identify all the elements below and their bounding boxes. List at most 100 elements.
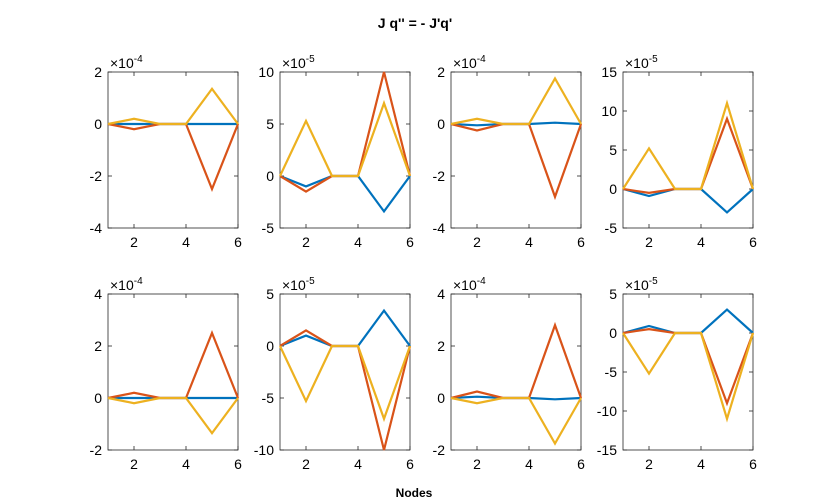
- x-tick-label: 2: [130, 456, 138, 472]
- series-line-series3: [279, 99, 412, 178]
- y-tick-label: 10: [258, 64, 274, 80]
- y-tick-label: 0: [94, 390, 102, 406]
- subplot-1-3: 2 4 6 -4 -2 0 2 ×10-4: [433, 54, 586, 250]
- series-line-series3: [450, 76, 582, 126]
- y-tick-label: 10: [601, 103, 617, 119]
- y-tick-label: -2: [90, 442, 103, 458]
- y-tick-label: -4: [90, 220, 103, 236]
- plot-area: [622, 71, 754, 229]
- plot-area: [107, 71, 239, 229]
- x-tick-label: 6: [577, 456, 585, 472]
- y-tick-label: 0: [609, 181, 617, 197]
- axis-exponent-label: ×10-5: [625, 276, 658, 293]
- exponent-base: ×10: [282, 55, 306, 71]
- exponent-power: -5: [306, 54, 315, 65]
- plot-area: [450, 71, 582, 229]
- y-tick-label: 5: [609, 142, 617, 158]
- y-tick-label: -10: [597, 403, 617, 419]
- y-tick-label: 0: [266, 338, 274, 354]
- x-tick-label: 2: [302, 234, 310, 250]
- y-tick-label: 4: [94, 286, 102, 302]
- axis-exponent-label: ×10-4: [453, 54, 486, 71]
- y-tick-label: 5: [609, 286, 617, 302]
- y-tick-label: -5: [262, 220, 275, 236]
- axis-exponent-label: ×10-5: [625, 54, 658, 71]
- plot-area: [279, 293, 411, 451]
- plot-area: [622, 293, 754, 451]
- y-tick-label: 2: [94, 64, 102, 80]
- series-line-series3: [450, 396, 582, 446]
- plot-area: [279, 71, 411, 229]
- series-line-series3: [107, 396, 239, 435]
- x-tick-label: 2: [645, 456, 653, 472]
- axis-exponent-label: ×10-4: [110, 54, 143, 71]
- x-tick-label: 4: [525, 456, 533, 472]
- axis-exponent-label: ×10-5: [282, 54, 315, 71]
- axis-exponent-label: ×10-4: [453, 276, 486, 293]
- x-tick-label: 4: [354, 234, 362, 250]
- exponent-base: ×10: [110, 55, 134, 71]
- series-line-series3: [622, 99, 755, 191]
- x-tick-label: 2: [473, 234, 481, 250]
- x-tick-label: 2: [302, 456, 310, 472]
- y-tick-label: 15: [601, 64, 617, 80]
- x-tick-label: 6: [749, 234, 757, 250]
- series-line-series3: [279, 344, 412, 423]
- x-tick-label: 6: [406, 234, 414, 250]
- x-tick-label: 4: [354, 456, 362, 472]
- y-tick-label: 4: [437, 286, 445, 302]
- exponent-power: -4: [477, 54, 486, 65]
- exponent-base: ×10: [625, 277, 649, 293]
- exponent-power: -4: [477, 276, 486, 287]
- y-tick-label: -15: [597, 442, 617, 458]
- exponent-power: -5: [649, 276, 658, 287]
- plot-area: [107, 293, 239, 451]
- y-tick-label: 0: [437, 116, 445, 132]
- x-tick-label: 4: [525, 234, 533, 250]
- series-line-series3: [622, 331, 755, 423]
- exponent-base: ×10: [453, 277, 477, 293]
- subplot-2-4: 2 4 6-15-10-505×10-5: [597, 276, 757, 472]
- y-tick-label: -10: [254, 442, 274, 458]
- plot-area: [450, 293, 582, 451]
- x-tick-label: 6: [577, 234, 585, 250]
- y-tick-label: 0: [266, 168, 274, 184]
- exponent-base: ×10: [625, 55, 649, 71]
- x-tick-label: 6: [234, 234, 242, 250]
- y-tick-label: -2: [90, 168, 103, 184]
- x-tick-label: 6: [406, 456, 414, 472]
- y-tick-label: 5: [266, 286, 274, 302]
- x-tick-label: 2: [473, 456, 481, 472]
- x-tick-label: 2: [645, 234, 653, 250]
- axis-exponent-label: ×10-5: [282, 276, 315, 293]
- figure-title: J q'' = - J'q': [378, 15, 452, 31]
- y-tick-label: -5: [262, 390, 275, 406]
- axis-exponent-label: ×10-4: [110, 276, 143, 293]
- y-tick-label: -2: [433, 442, 446, 458]
- y-tick-label: 5: [266, 116, 274, 132]
- y-tick-label: -2: [433, 168, 446, 184]
- x-axis-label: Nodes: [396, 486, 433, 500]
- subplot-1-1: 2 4 6-4-202×10-4: [90, 54, 243, 250]
- subplot-2-1: 2 4 6 -2 0 2 4 ×10-4: [90, 276, 243, 472]
- y-tick-label: 0: [609, 325, 617, 341]
- x-tick-label: 2: [130, 234, 138, 250]
- y-tick-label: 2: [437, 338, 445, 354]
- y-tick-label: 2: [94, 338, 102, 354]
- y-tick-label: 0: [437, 390, 445, 406]
- y-tick-label: 0: [94, 116, 102, 132]
- x-tick-label: 6: [749, 456, 757, 472]
- exponent-power: -4: [134, 54, 143, 65]
- series-line-series3: [107, 87, 239, 126]
- x-tick-label: 4: [182, 456, 190, 472]
- exponent-base: ×10: [453, 55, 477, 71]
- x-tick-label: 4: [697, 234, 705, 250]
- y-tick-label: -5: [605, 220, 618, 236]
- x-tick-label: 4: [182, 234, 190, 250]
- y-tick-label: 2: [437, 64, 445, 80]
- exponent-power: -5: [649, 54, 658, 65]
